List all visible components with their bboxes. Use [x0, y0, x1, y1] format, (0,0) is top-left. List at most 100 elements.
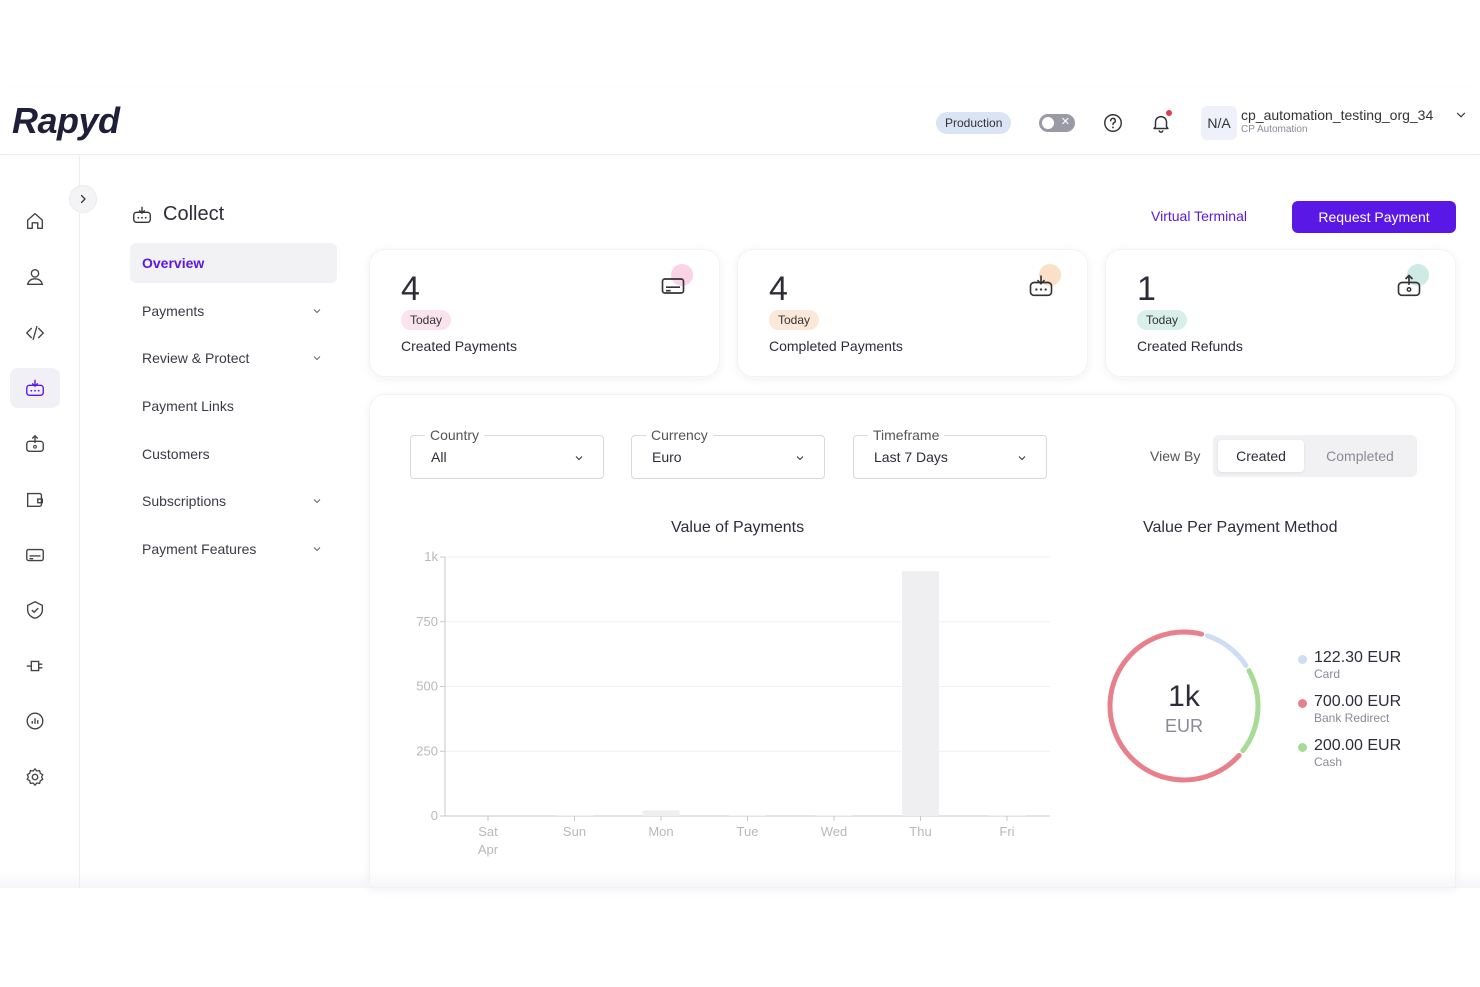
card-icon — [26, 548, 44, 562]
x-tick-sublabel: Apr — [478, 842, 499, 857]
country-select-value: All — [431, 449, 447, 465]
chevron-down-icon — [313, 309, 321, 314]
x-tick-label: Thu — [909, 824, 931, 839]
x-tick-label: Fri — [999, 824, 1014, 839]
y-tick-label: 500 — [416, 679, 438, 694]
rail-reports[interactable] — [10, 701, 60, 741]
notifications-bell-icon[interactable] — [1150, 112, 1172, 134]
subnav-payment-features[interactable]: Payment Features — [130, 529, 337, 569]
x-tick-label: Sat — [478, 824, 498, 839]
stat-card-completed-payments: 4 Today Completed Payments — [737, 249, 1088, 377]
view-by-completed[interactable]: Completed — [1326, 448, 1394, 464]
stat-period-pill: Today — [401, 310, 452, 330]
timeframe-select-label: Timeframe — [868, 427, 945, 443]
icon-rail — [0, 156, 80, 888]
org-name[interactable]: cp_automation_testing_org_34 — [1241, 107, 1434, 123]
view-by-created[interactable]: Created — [1218, 440, 1304, 472]
timeframe-select-value: Last 7 Days — [874, 449, 948, 465]
code-icon — [25, 325, 45, 341]
bar-tue — [729, 815, 766, 816]
chevron-down-icon — [796, 456, 804, 461]
stat-value: 4 — [769, 270, 788, 308]
subnav-payment-links[interactable]: Payment Links — [130, 386, 337, 426]
section-title: Collect — [131, 203, 224, 226]
subnav-payments[interactable]: Payments — [130, 291, 337, 331]
bottom-fade — [0, 870, 1480, 888]
subnav-customers[interactable]: Customers — [130, 434, 337, 474]
value-of-payments-chart: 0 250 500 750 1k Sat Apr Sun Mon Tue Wed Thu Fri — [416, 549, 1050, 857]
donut-chart-title: Value Per Payment Method — [1143, 519, 1338, 536]
country-select[interactable]: Country All — [410, 427, 604, 479]
legend-dot — [1298, 743, 1307, 752]
chevron-down-icon — [313, 356, 321, 361]
toggle-knob — [1042, 117, 1054, 129]
expand-sidebar-button[interactable] — [69, 185, 97, 213]
rail-settings[interactable] — [10, 757, 60, 797]
donut-slice-bank-redirect — [1107, 629, 1242, 783]
rail-issuing[interactable] — [10, 535, 60, 575]
icon-accent-blob — [1407, 264, 1429, 286]
legend-label: Card — [1314, 667, 1341, 681]
subnav-subscriptions[interactable]: Subscriptions — [130, 481, 337, 521]
toggle-off-icon: ✕ — [1060, 116, 1070, 128]
view-by-label: View By — [1150, 448, 1201, 464]
rail-disburse[interactable] — [10, 424, 60, 464]
legend-dot — [1298, 655, 1307, 664]
user-icon — [26, 268, 44, 286]
section-title-text: Collect — [163, 203, 225, 225]
disburse-icon — [26, 434, 44, 453]
bar-thu — [902, 571, 939, 816]
country-select-label: Country — [425, 427, 485, 443]
bar-chart-title: Value of Payments — [671, 519, 805, 536]
legend-dot — [1298, 699, 1307, 708]
help-icon[interactable] — [1102, 112, 1124, 134]
plug-icon — [26, 660, 43, 672]
brand-logo[interactable]: Rapyd — [12, 100, 120, 141]
timeframe-select[interactable]: Timeframe Last 7 Days — [853, 427, 1047, 479]
stat-value: 4 — [401, 270, 420, 308]
subnav-label: Payment Links — [142, 398, 234, 414]
request-payment-button[interactable]: Request Payment — [1292, 201, 1456, 233]
settings-icon — [26, 768, 44, 786]
org-chevron-down-icon[interactable] — [1454, 108, 1468, 122]
value-per-method-chart — [1107, 629, 1261, 783]
donut-slice-card — [1204, 633, 1249, 668]
stat-label: Completed Payments — [769, 338, 903, 354]
donut-total-value: 1k — [1168, 680, 1200, 713]
org-avatar[interactable]: N/A — [1201, 106, 1237, 140]
stat-value: 1 — [1137, 270, 1156, 308]
subnav-review-protect[interactable]: Review & Protect — [130, 338, 337, 378]
subnav-label: Payment Features — [142, 541, 257, 557]
rail-developers[interactable] — [10, 313, 60, 353]
y-tick-label: 1k — [424, 549, 438, 564]
subnav-label: Review & Protect — [142, 350, 250, 366]
overview-panel: Country All Currency Euro Timeframe Last… — [369, 394, 1456, 888]
x-tick-label: Sun — [563, 824, 586, 839]
rail-wallets[interactable] — [10, 479, 60, 519]
environment-toggle[interactable]: ✕ — [1039, 114, 1075, 132]
environment-badge: Production — [936, 112, 1012, 134]
stat-icon-wrap — [1393, 264, 1429, 302]
donut-total-unit: EUR — [1164, 716, 1203, 736]
org-subtitle: CP Automation — [1241, 124, 1308, 135]
shield-icon — [26, 600, 44, 619]
subnav-overview[interactable]: Overview — [130, 243, 337, 283]
y-tick-label: 750 — [416, 614, 438, 629]
x-tick-label: Tue — [737, 824, 759, 839]
stat-label: Created Refunds — [1137, 338, 1243, 354]
wallet-icon — [26, 492, 44, 508]
rail-collect[interactable] — [10, 368, 60, 408]
chevron-down-icon — [575, 456, 583, 461]
stat-period-pill: Today — [769, 310, 820, 330]
bar-mon — [642, 810, 680, 816]
currency-select[interactable]: Currency Euro — [631, 427, 825, 479]
stat-card-created-payments: 4 Today Created Payments — [369, 249, 720, 377]
rail-home[interactable] — [10, 201, 60, 241]
rail-integrations[interactable] — [10, 646, 60, 686]
virtual-terminal-link[interactable]: Virtual Terminal — [1151, 208, 1247, 224]
rail-protect[interactable] — [10, 590, 60, 630]
home-icon — [26, 212, 44, 230]
chevron-down-icon — [313, 499, 321, 504]
rail-user[interactable] — [10, 257, 60, 297]
